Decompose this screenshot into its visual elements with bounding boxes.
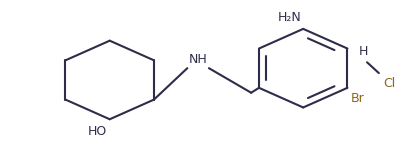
Text: Br: Br — [351, 92, 364, 105]
Text: H₂N: H₂N — [277, 11, 301, 24]
Text: H: H — [358, 45, 368, 58]
Text: NH: NH — [188, 53, 207, 66]
Text: HO: HO — [88, 125, 107, 138]
Text: Cl: Cl — [383, 77, 395, 90]
